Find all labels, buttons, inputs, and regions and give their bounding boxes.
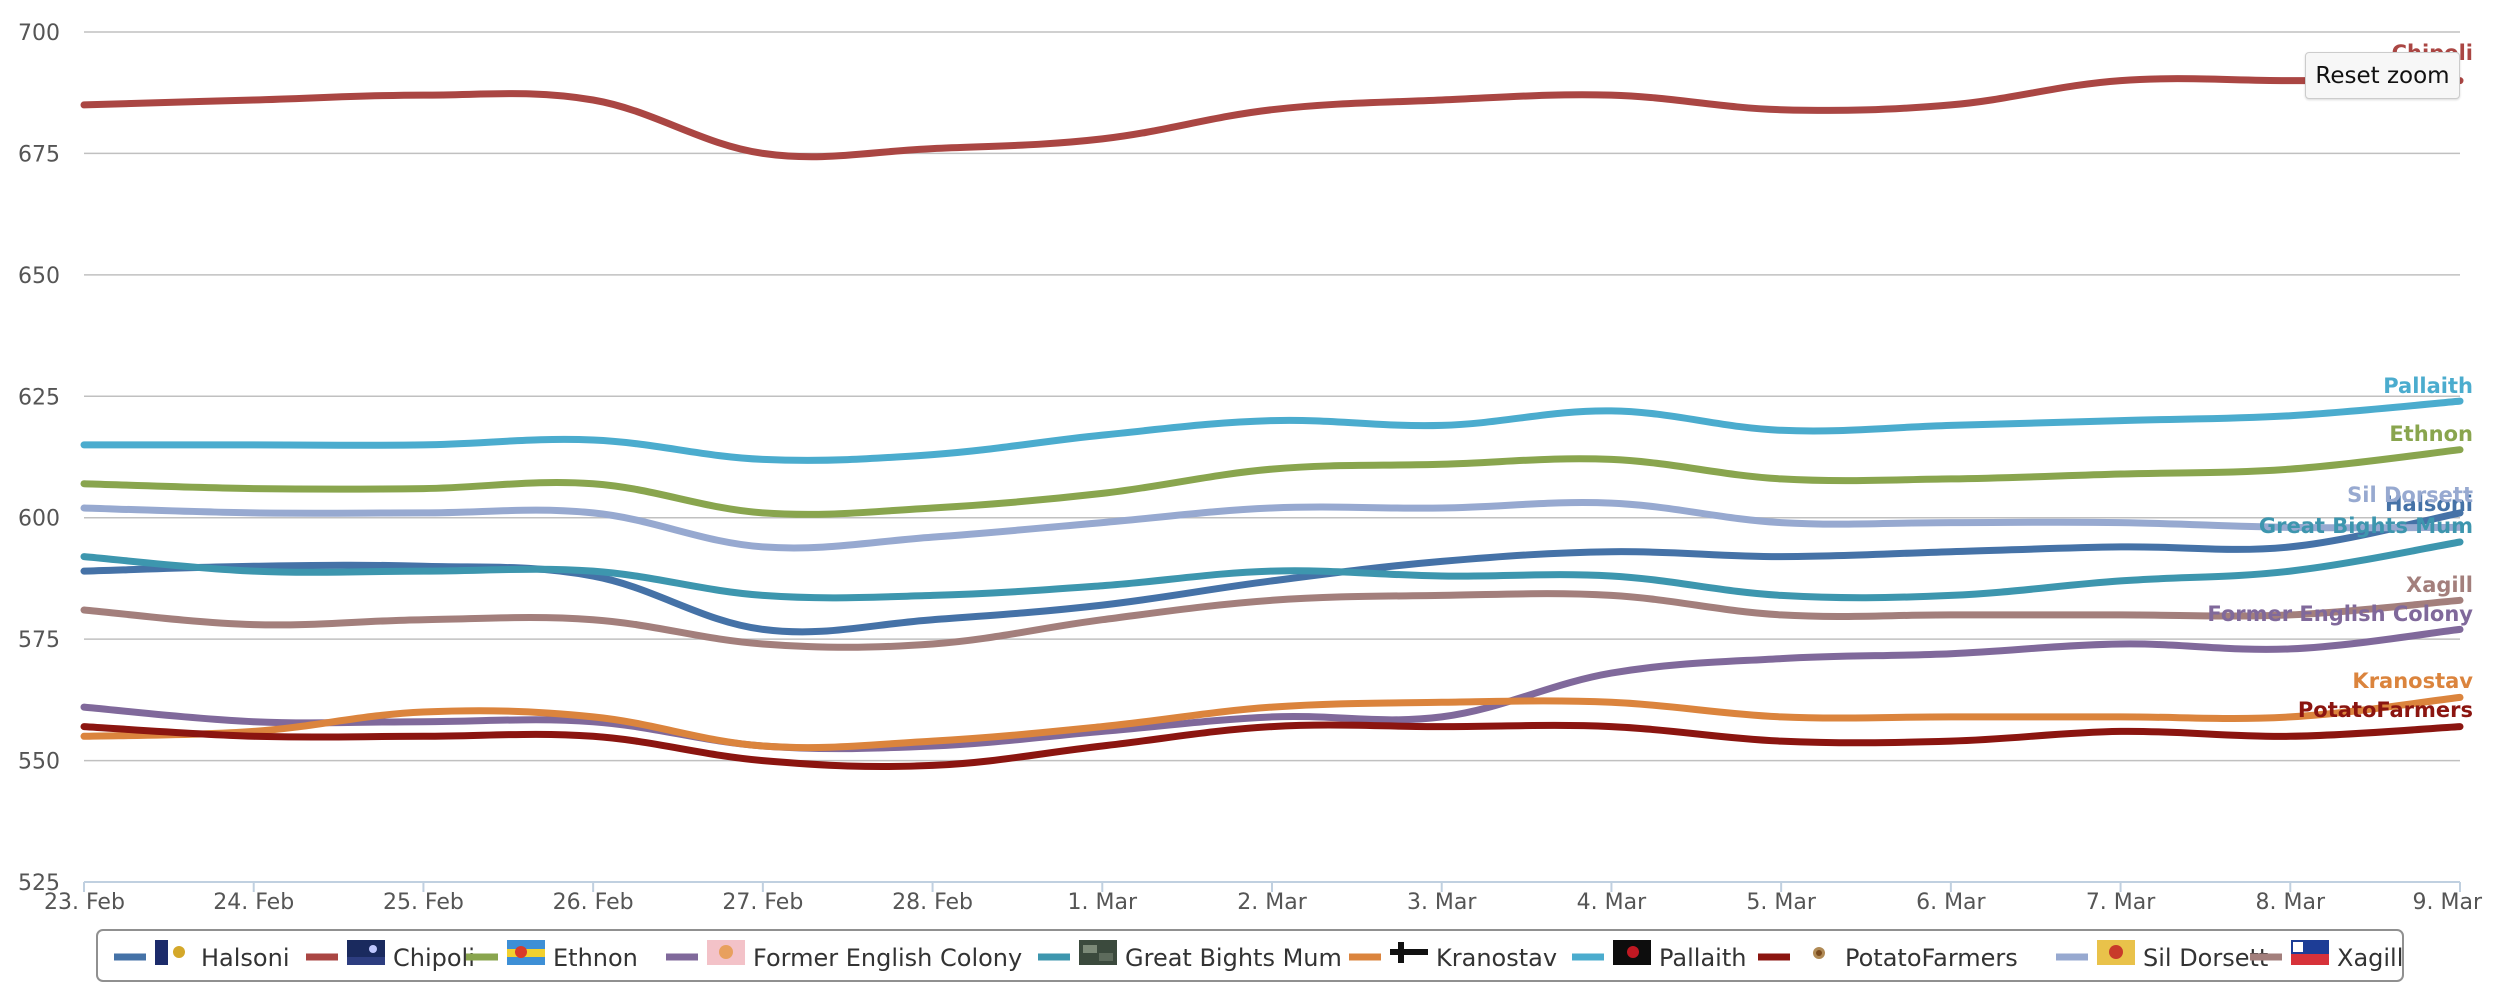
x-tick-label: 8. Mar — [2256, 890, 2326, 915]
pallaith-flag-icon — [1613, 940, 1651, 965]
kranostav-flag-icon — [1390, 940, 1428, 965]
series-lines — [80, 75, 2464, 771]
series-line-ethnon[interactable] — [80, 446, 2464, 518]
legend-item-xagill[interactable]: Xagill — [2250, 940, 2403, 972]
series-end-label-sil-dorsett: Sil Dorsett — [2347, 483, 2473, 507]
legend-label: Former English Colony — [753, 944, 1022, 972]
y-axis: 525 550 575 600 625 650 675 700 — [18, 21, 60, 896]
y-tick-label: 675 — [18, 142, 60, 167]
x-tick-label: 1. Mar — [1068, 890, 1138, 915]
legend-item-chipoli[interactable]: Chipoli — [306, 940, 475, 972]
legend-item-halsoni[interactable]: Halsoni — [114, 940, 290, 972]
x-tick-label: 9. Mar — [2413, 890, 2483, 915]
x-tick-label: 3. Mar — [1407, 890, 1477, 915]
x-tick-label: 7. Mar — [2086, 890, 2156, 915]
series-line-sil-dorsett[interactable] — [80, 499, 2464, 552]
series-end-label-potatofarmers: PotatoFarmers — [2298, 698, 2473, 722]
x-tick-label: 25. Feb — [383, 890, 464, 915]
y-tick-label: 575 — [18, 628, 60, 653]
legend-item-sil-dorsett[interactable]: Sil Dorsett — [2056, 940, 2268, 972]
x-tick-label: 4. Mar — [1577, 890, 1647, 915]
legend: Halsoni Chipoli Ethnon Former English Colon… — [96, 929, 2404, 982]
chipoli-flag-icon — [347, 940, 385, 965]
legend-item-ethnon[interactable]: Ethnon — [466, 940, 638, 972]
y-tick-label: 600 — [18, 507, 60, 532]
legend-label: Ethnon — [553, 944, 638, 972]
legend-item-former-english-colony[interactable]: Former English Colony — [666, 940, 1022, 972]
legend-label: Kranostav — [1436, 944, 1557, 972]
former-english-colony-flag-icon — [707, 940, 745, 965]
xagill-flag-icon — [2291, 940, 2329, 965]
series-line-former-english-colony[interactable] — [80, 625, 2464, 753]
y-tick-label: 700 — [18, 21, 60, 46]
legend-label: Xagill — [2337, 944, 2403, 972]
potatofarmers-flag-icon — [1813, 947, 1825, 959]
legend-item-kranostav[interactable]: Kranostav — [1349, 940, 1557, 972]
series-line-xagill[interactable] — [80, 590, 2464, 651]
y-tick-label: 550 — [18, 750, 60, 775]
legend-item-pallaith[interactable]: Pallaith — [1572, 940, 1746, 972]
series-end-label-kranostav: Kranostav — [2352, 669, 2473, 693]
x-tick-label: 27. Feb — [722, 890, 803, 915]
series-line-kranostav[interactable] — [80, 693, 2464, 752]
ethnon-flag-icon — [507, 940, 545, 965]
x-tick-label: 23. Feb — [44, 890, 125, 915]
legend-label: PotatoFarmers — [1845, 944, 2018, 972]
series-line-pallaith[interactable] — [80, 397, 2464, 464]
reset-zoom-button[interactable]: Reset zoom — [2305, 52, 2460, 99]
legend-box — [96, 929, 2404, 982]
x-tick-label: 6. Mar — [1916, 890, 1986, 915]
series-line-chipoli[interactable] — [80, 75, 2464, 161]
legend-label: Sil Dorsett — [2143, 944, 2268, 972]
halsoni-flag-icon — [155, 940, 193, 965]
legend-label: Chipoli — [393, 944, 475, 972]
legend-label: Halsoni — [201, 944, 290, 972]
legend-item-great-bights-mum[interactable]: Great Bights Mum — [1038, 940, 1342, 972]
grid-lines — [84, 31, 2460, 883]
series-end-label-former-english-colony: Former English Colony — [2207, 602, 2473, 626]
series-end-label-ethnon: Ethnon — [2389, 422, 2473, 446]
legend-label: Great Bights Mum — [1125, 944, 1342, 972]
series-end-label-xagill: Xagill — [2406, 573, 2473, 597]
series-end-label-halsoni: Halsoni — [2385, 492, 2473, 516]
x-axis: 23. Feb 24. Feb 25. Feb 26. Feb 27. Feb 28. F… — [44, 881, 2483, 915]
legend-label: Pallaith — [1659, 944, 1746, 972]
legend-item-potatofarmers[interactable]: PotatoFarmers — [1758, 944, 2018, 972]
series-line-great-bights-mum[interactable] — [80, 538, 2464, 602]
x-tick-label: 28. Feb — [892, 890, 973, 915]
series-end-label-great-bights-mum: Great Bights Mum — [2259, 514, 2473, 538]
series-end-label-pallaith: Pallaith — [2383, 374, 2473, 398]
great-bights-mum-flag-icon — [1079, 940, 1117, 965]
y-tick-label: 525 — [18, 871, 60, 896]
y-tick-label: 625 — [18, 385, 60, 410]
sil-dorsett-flag-icon — [2097, 940, 2135, 965]
x-tick-label: 5. Mar — [1746, 890, 1816, 915]
x-tick-label: 2. Mar — [1237, 890, 1307, 915]
x-tick-label: 24. Feb — [213, 890, 294, 915]
x-tick-label: 26. Feb — [553, 890, 634, 915]
series-line-potatofarmers[interactable] — [80, 721, 2464, 771]
y-tick-label: 650 — [18, 264, 60, 289]
